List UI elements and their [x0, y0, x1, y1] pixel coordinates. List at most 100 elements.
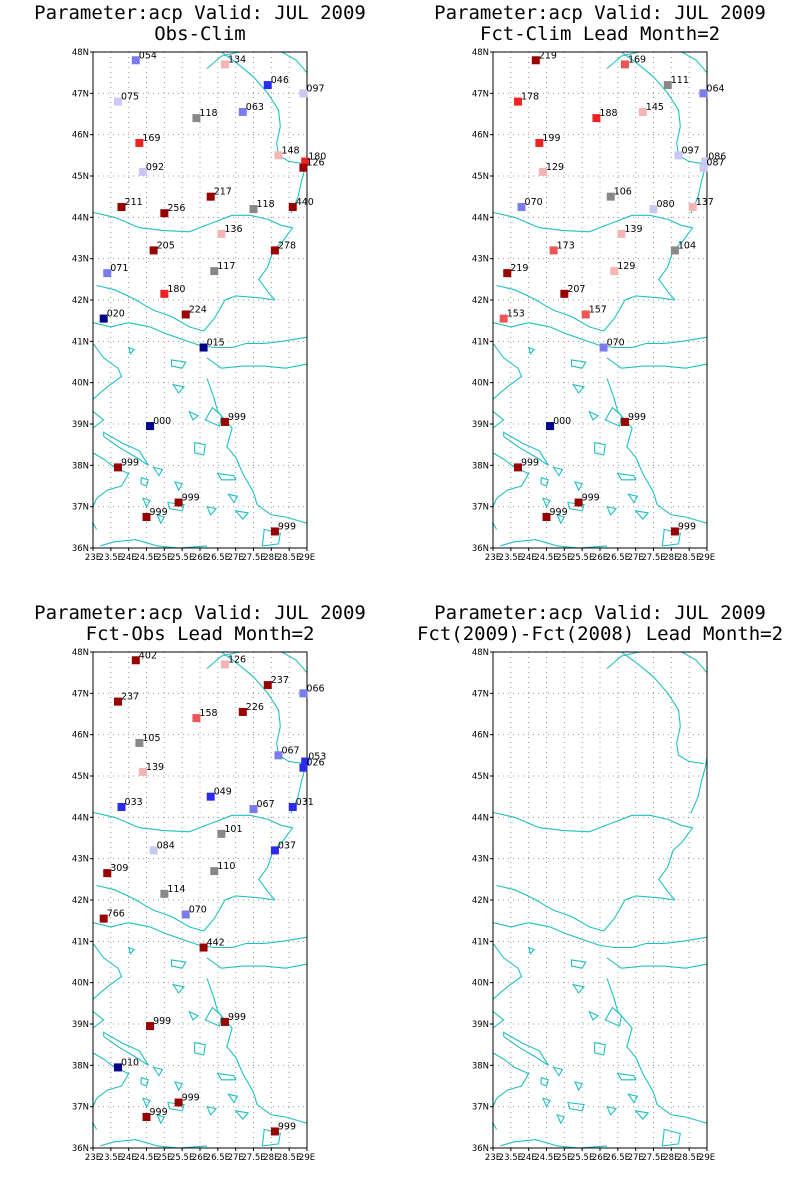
- station-value-label: 999: [182, 493, 200, 504]
- station-map: 48N47N46N45N44N43N42N41N40N39N38N37N36N2…: [472, 648, 715, 1163]
- station-value-label: 104: [678, 240, 696, 251]
- lat-tick-label: 41N: [72, 937, 89, 947]
- island-outline: [540, 1076, 549, 1087]
- station-value-label: 070: [189, 904, 207, 915]
- station-marker: [638, 107, 647, 116]
- coastline: [281, 51, 308, 74]
- station-value-label: 999: [150, 507, 168, 518]
- lat-tick-label: 37N: [72, 1103, 89, 1113]
- island-outline: [216, 1072, 237, 1081]
- station-marker: [113, 97, 122, 106]
- island-outline: [127, 346, 135, 355]
- station-marker: [181, 910, 190, 919]
- island-outline: [188, 410, 200, 421]
- island-outline: [627, 493, 639, 504]
- lat-tick-label: 43N: [72, 855, 89, 865]
- station-value-label: 063: [246, 102, 264, 113]
- coastline: [96, 284, 275, 332]
- station-value-label: 086: [708, 152, 726, 163]
- station-marker: [538, 167, 547, 176]
- lat-tick-label: 38N: [72, 461, 89, 471]
- station-marker: [199, 943, 208, 952]
- panel-title-line2: Fct(2009)-Fct(2008) Lead Month=2: [416, 623, 784, 645]
- coastline: [206, 957, 308, 969]
- island-outline: [170, 959, 187, 969]
- station-value-label: 237: [121, 692, 139, 703]
- lat-tick-label: 42N: [72, 896, 89, 906]
- lon-tick-label: 27.5E: [241, 553, 265, 563]
- island-outline: [234, 510, 250, 520]
- lat-tick-label: 41N: [72, 337, 89, 347]
- coastline: [496, 884, 675, 932]
- lat-tick-label: 44N: [472, 813, 489, 823]
- lon-tick-label: 29E: [299, 553, 315, 563]
- coastline: [681, 651, 708, 674]
- coastline: [681, 51, 708, 74]
- coastline: [492, 922, 708, 949]
- lat-tick-label: 48N: [472, 648, 489, 658]
- lon-tick-label: 24E: [521, 553, 537, 563]
- station-marker: [299, 163, 308, 172]
- island-outline: [634, 1110, 650, 1120]
- island-outline: [234, 1110, 250, 1120]
- station-marker: [581, 310, 590, 319]
- coastline: [92, 943, 123, 1000]
- island-outline: [204, 1006, 222, 1027]
- station-marker: [138, 767, 147, 776]
- island-outline: [127, 946, 135, 955]
- station-value-label: 092: [146, 162, 164, 173]
- station-value-label: 205: [157, 240, 175, 251]
- coastline: [492, 1122, 498, 1130]
- station-marker: [138, 167, 147, 176]
- island-outline: [541, 497, 551, 508]
- coastline: [206, 978, 308, 1124]
- island-outline: [527, 946, 535, 955]
- coastline: [206, 357, 308, 369]
- island-outline: [527, 346, 535, 355]
- lon-tick-label: 23E: [485, 553, 501, 563]
- island-outline: [588, 1010, 600, 1021]
- station-value-label: 075: [121, 92, 139, 103]
- lon-tick-label: 27.5E: [641, 1153, 665, 1163]
- station-value-label: 999: [678, 521, 696, 532]
- lon-tick-label: 26E: [192, 1153, 208, 1163]
- station-value-label: 148: [281, 145, 299, 156]
- station-value-label: 226: [246, 702, 264, 713]
- station-marker: [270, 246, 279, 255]
- lon-tick-label: 24E: [121, 1153, 137, 1163]
- lat-tick-label: 36N: [472, 1144, 489, 1154]
- coastline: [606, 357, 708, 369]
- station-value-label: 118: [257, 199, 275, 210]
- station-marker: [220, 417, 229, 426]
- coastline: [492, 452, 530, 507]
- station-value-label: 278: [278, 240, 296, 251]
- island-outline: [152, 466, 164, 477]
- station-marker: [574, 498, 583, 507]
- lat-tick-label: 38N: [472, 1061, 489, 1071]
- station-value-label: 999: [228, 412, 246, 423]
- station-marker: [146, 1022, 155, 1031]
- island-outline: [152, 1066, 164, 1077]
- station-value-label: 158: [199, 708, 217, 719]
- station-marker: [149, 246, 158, 255]
- island-outline: [103, 1031, 149, 1066]
- lon-tick-label: 25E: [156, 553, 172, 563]
- station-marker: [503, 269, 512, 278]
- coastline: [92, 343, 123, 400]
- island-outline: [588, 410, 600, 421]
- lon-tick-label: 28E: [263, 1153, 279, 1163]
- station-value-label: 999: [121, 457, 139, 468]
- station-value-label: 118: [199, 108, 217, 119]
- station-marker: [270, 846, 279, 855]
- station-value-label: 169: [142, 133, 160, 144]
- coastline: [606, 378, 708, 524]
- island-outline: [572, 983, 586, 994]
- coastline: [606, 978, 708, 1124]
- station-marker: [220, 660, 229, 669]
- island-outline: [172, 983, 186, 994]
- coastline: [206, 51, 240, 69]
- lat-tick-label: 46N: [472, 731, 489, 741]
- station-marker: [217, 829, 226, 838]
- coastline: [92, 452, 130, 507]
- station-marker: [610, 267, 619, 276]
